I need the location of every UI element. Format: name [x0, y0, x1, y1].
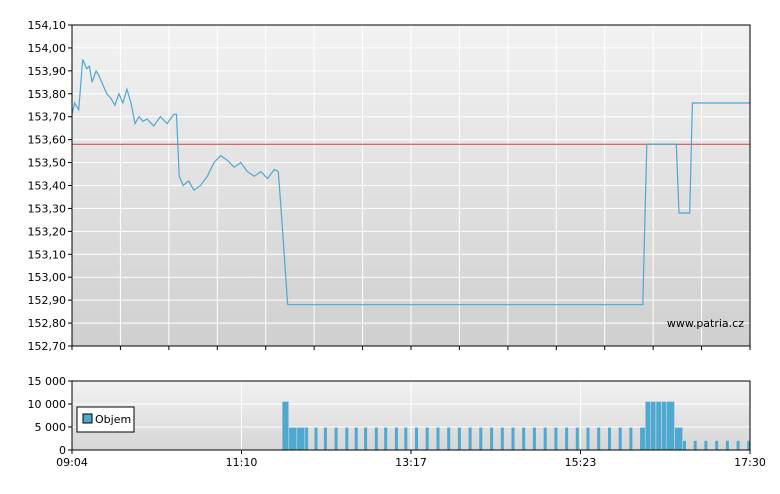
- volume-bar: [725, 440, 729, 450]
- volume-bar: [394, 427, 398, 450]
- volume-bar: [314, 427, 318, 450]
- volume-bar: [586, 427, 590, 450]
- volume-bar: [425, 427, 429, 450]
- legend-swatch: [82, 413, 93, 424]
- volume-bar: [404, 427, 408, 450]
- volume-bar: [522, 427, 526, 450]
- volume-bar: [675, 427, 683, 450]
- volume-y-axis: 15 000 10 000 5 000 0: [28, 375, 72, 457]
- volume-bar: [661, 401, 667, 450]
- volume-bar: [282, 401, 289, 450]
- volume-bar: [334, 427, 338, 450]
- volume-bar: [511, 427, 515, 450]
- price-y-tick-label: 153,80: [28, 88, 67, 101]
- volume-bar: [374, 427, 378, 450]
- price-y-tick-label: 153,60: [28, 134, 67, 147]
- price-y-tick-label: 153,90: [28, 65, 67, 78]
- volume-bar: [554, 427, 558, 450]
- volume-grid: [72, 381, 750, 450]
- volume-x-tick-label: 17:30: [734, 456, 766, 469]
- price-y-tick-label: 154,10: [28, 19, 67, 32]
- volume-bar: [666, 401, 675, 450]
- price-panel: 154,10 154,00 153,90 153,80 153,70 153,60 153,…: [28, 19, 751, 353]
- price-series-line: [71, 59, 750, 306]
- volume-bar: [415, 427, 418, 450]
- volume-bar: [608, 427, 611, 450]
- volume-bar: [575, 427, 579, 450]
- price-y-tick-label: 153,30: [28, 202, 67, 215]
- price-y-tick-label: 153,40: [28, 180, 67, 193]
- volume-bar: [479, 427, 483, 450]
- volume-bar: [500, 427, 504, 450]
- price-y-tick-label: 154,00: [28, 42, 67, 55]
- volume-bar: [532, 427, 536, 450]
- price-y-tick-label: 153,50: [28, 157, 67, 170]
- volume-bar: [650, 401, 656, 450]
- volume-bar: [656, 401, 661, 450]
- volume-bar: [640, 427, 645, 450]
- volume-bar: [543, 427, 547, 450]
- volume-x-axis: 09:04 11:10 13:17 15:23 17:30: [56, 450, 766, 469]
- volume-bar: [736, 440, 740, 450]
- volume-bars: [282, 401, 751, 450]
- volume-y-tick-label: 0: [59, 444, 66, 457]
- volume-bar: [384, 427, 388, 450]
- volume-bar: [693, 440, 697, 450]
- volume-bar: [354, 427, 358, 450]
- volume-bar: [715, 440, 719, 450]
- volume-bar: [345, 427, 349, 450]
- volume-bar: [297, 427, 305, 450]
- price-x-ticks: [71, 346, 751, 350]
- volume-bar: [305, 427, 309, 450]
- volume-bar: [323, 427, 327, 450]
- volume-x-tick-label: 09:04: [56, 456, 88, 469]
- price-y-tick-label: 153,10: [28, 248, 67, 261]
- volume-bar: [364, 427, 368, 450]
- price-y-tick-label: 153,00: [28, 271, 67, 284]
- volume-bar: [597, 427, 601, 450]
- volume-bar: [645, 401, 651, 450]
- volume-x-tick-label: 15:23: [565, 456, 597, 469]
- volume-x-tick-label: 11:10: [226, 456, 258, 469]
- volume-bar: [289, 427, 297, 450]
- volume-x-tick-label: 13:17: [395, 456, 427, 469]
- volume-bar: [565, 427, 569, 450]
- price-y-tick-label: 153,20: [28, 225, 67, 238]
- price-y-tick-label: 152,90: [28, 294, 67, 307]
- volume-bar: [747, 440, 751, 450]
- volume-bar: [468, 427, 472, 450]
- volume-y-tick-label: 5 000: [35, 421, 67, 434]
- volume-y-tick-label: 10 000: [28, 398, 67, 411]
- price-grid: [72, 25, 750, 346]
- volume-bar: [457, 427, 461, 450]
- volume-bar: [629, 427, 633, 450]
- legend-label: Objem: [95, 413, 131, 426]
- volume-bar: [704, 440, 708, 450]
- price-y-axis: 154,10 154,00 153,90 153,80 153,70 153,60 153,…: [28, 19, 72, 353]
- volume-legend: Objem: [76, 406, 135, 433]
- volume-bar: [490, 427, 494, 450]
- volume-bar: [436, 427, 440, 450]
- price-y-tick-label: 152,80: [28, 317, 67, 330]
- volume-bar: [447, 427, 451, 450]
- volume-y-tick-label: 15 000: [28, 375, 67, 388]
- price-y-tick-label: 153,70: [28, 111, 67, 124]
- volume-bar: [618, 427, 622, 450]
- price-y-tick-label: 152,70: [28, 340, 67, 353]
- watermark: www.patria.cz: [667, 317, 744, 330]
- volume-bar: [683, 440, 686, 450]
- volume-plot-frame: [71, 380, 751, 451]
- volume-panel: 15 000 10 000 5 000 0 09:04 11:10 13:17 15:23 1…: [28, 375, 766, 469]
- price-plot-frame: [71, 24, 751, 347]
